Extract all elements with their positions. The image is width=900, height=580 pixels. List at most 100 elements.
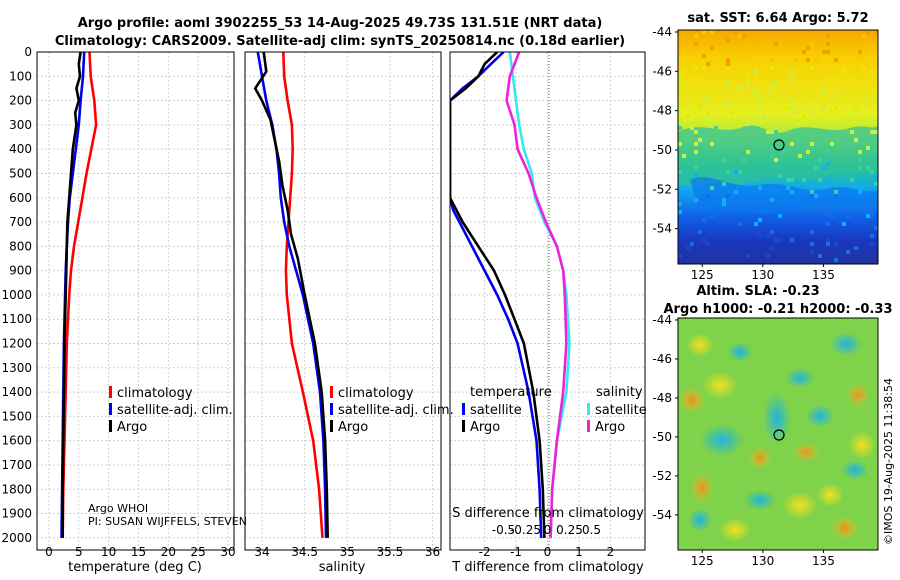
float-institution-note: Argo WHOI [88,502,148,515]
t-difference-xlabel: T difference from climatology [451,560,644,575]
sst-pixel [798,122,802,126]
temperature-series [60,52,98,538]
sst-pixel [850,78,854,82]
sst-pixel [722,198,726,202]
sst-pixel [770,230,774,234]
figure-title-line2: Climatology: CARS2009. Satellite-adj cli… [55,34,625,49]
sst-pixel [678,210,682,214]
sst-pixel [702,130,706,134]
sst-pixel [746,150,750,154]
sst-pixel [858,50,862,54]
sst-pixel [822,106,826,110]
depth-tick-label: 1700 [1,458,32,472]
sst-pixel [798,154,802,158]
sst-pixel [710,46,714,50]
legend-swatch-s-argo [587,420,590,432]
sst-pixel [822,166,826,170]
sst-pixel [742,158,746,162]
sla-map: Altim. SLA: -0.23 Argo h1000: -0.21 h200… [652,284,892,568]
x-tick-label: 0 [544,545,552,559]
sst-pixel [734,190,738,194]
sst-pixel [706,98,710,102]
legend-swatch-climatology [330,386,333,398]
sst-pixel [826,34,830,38]
float-pi-note: PI: SUSAN WIJFFELS, STEVEN [88,515,247,528]
sst-pixel [866,166,870,170]
s-difference-label: S difference from climatology [452,506,644,521]
sst-pixel [694,110,698,114]
sst-pixel [766,46,770,50]
sst-pixel [698,230,702,234]
sst-argo-location-marker [773,139,785,151]
sst-pixel [822,90,826,94]
legend-label-satellite: satellite-adj. clim. [117,403,233,418]
sst-pixel [694,142,698,146]
sst-pixel [758,118,762,122]
sst-pixel [810,230,814,234]
legend-title-salinity: salinity [596,385,643,400]
difference-panel: -2 -1 0 1 2 -0.5-0.25 0 0.25 0.5 S difference f… [449,51,647,575]
legend-label-s-argo: Argo [595,420,625,435]
sst-pixel [822,102,826,106]
sla-map-title: Altim. SLA: -0.23 [696,284,819,299]
sst-pixel [730,206,734,210]
sst-pixel [810,194,814,198]
sst-pixel [874,130,878,134]
sst-pixel [834,194,838,198]
sst-pixel [714,126,718,130]
x-tick-label: 1 [575,545,583,559]
sst-pixel [862,34,866,38]
sst-pixel [726,62,730,66]
sst-pixel [858,54,862,58]
legend-title-temperature: temperature [470,385,552,400]
salinity-grid [245,51,441,550]
sst-pixel [790,78,794,82]
sst-pixel [702,30,706,34]
sla-yellow-anomaly [848,431,876,459]
x-tick-label: 10 [101,545,116,559]
salinity-tick-labels: 34 34.5 35 35.5 36 [254,545,440,559]
sst-pixel [762,114,766,118]
sst-pixel [694,150,698,154]
sst-pixel [786,106,790,110]
depth-tick-label: 200 [9,94,32,108]
sst-pixel [726,130,730,134]
sst-pixel [810,242,814,246]
depth-tick-label: 1000 [1,288,32,302]
sst-pixel [834,58,838,62]
sst-pixel [690,242,694,246]
sst-pixel [758,94,762,98]
sst-cold-tongue [690,177,878,214]
legend-swatch-climatology [109,386,112,398]
lon-tick-label: 130 [751,554,774,568]
x-tick-label: -1 [510,545,522,559]
sst-pixel [794,110,798,114]
sst-pixel [738,222,742,226]
series-line-temperature-satellite [450,52,543,538]
series-line-salinity-argo [505,52,568,538]
sst-pixel [702,118,706,122]
sst-pixel [874,90,878,94]
sst-pixel [694,98,698,102]
sst-pixel [842,66,846,70]
sst-pixel [746,74,750,78]
sst-pixel [678,82,682,86]
sst-pixel [826,50,830,54]
sst-pixel [678,74,682,78]
sst-pixel [726,82,730,86]
sst-pixel [686,114,690,118]
sst-pixel [694,198,698,202]
sla-blue-anomaly [700,424,744,456]
depth-tick-label: 1900 [1,507,32,521]
sst-pixel [726,194,730,198]
sst-pixel [810,66,814,70]
sst-pixel [870,70,874,74]
sst-pixel [706,194,710,198]
imos-timestamp: ©IMOS 19-Aug-2025 11:38:54 [882,378,895,545]
sst-pixel [790,94,794,98]
sst-pixel [874,174,878,178]
t-difference-tick-labels: -2 -1 0 1 2 [479,545,615,559]
x-tick-label: 34.5 [291,545,318,559]
sst-pixel [770,154,774,158]
salinity-axes-frame [244,51,442,551]
